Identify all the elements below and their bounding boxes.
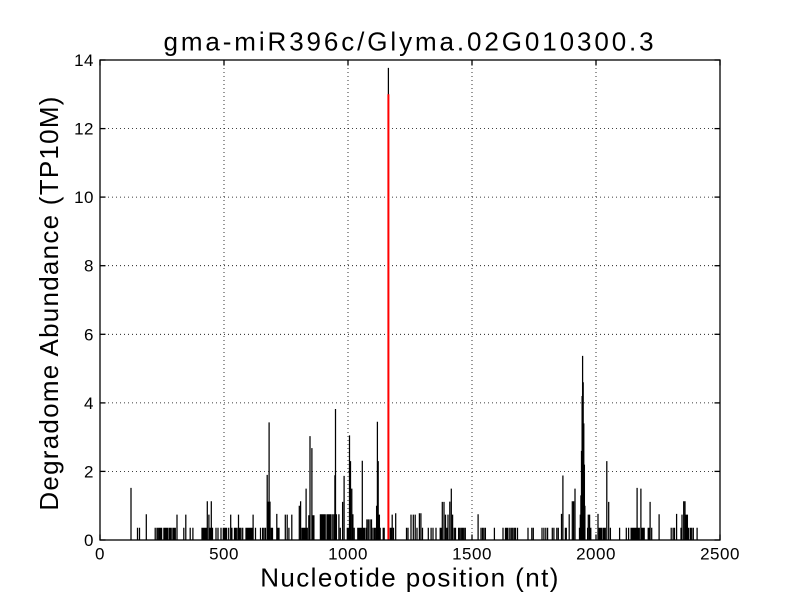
svg-text:2: 2 xyxy=(84,462,94,481)
svg-text:10: 10 xyxy=(74,188,94,207)
svg-text:500: 500 xyxy=(209,545,239,564)
svg-text:0: 0 xyxy=(95,545,105,564)
svg-text:8: 8 xyxy=(84,257,94,276)
svg-text:6: 6 xyxy=(84,325,94,344)
svg-text:14: 14 xyxy=(74,51,94,70)
svg-text:12: 12 xyxy=(74,120,94,139)
svg-text:0: 0 xyxy=(84,531,94,550)
svg-text:Nucleotide position (nt): Nucleotide position (nt) xyxy=(260,563,560,593)
svg-text:1500: 1500 xyxy=(452,545,492,564)
svg-text:Degradome Abundance (TP10M): Degradome Abundance (TP10M) xyxy=(34,95,64,510)
svg-text:gma-miR396c/Glyma.02G010300.3: gma-miR396c/Glyma.02G010300.3 xyxy=(163,27,656,57)
svg-text:2500: 2500 xyxy=(700,545,740,564)
svg-text:2000: 2000 xyxy=(576,545,616,564)
svg-text:1000: 1000 xyxy=(328,545,368,564)
svg-text:4: 4 xyxy=(84,394,94,413)
